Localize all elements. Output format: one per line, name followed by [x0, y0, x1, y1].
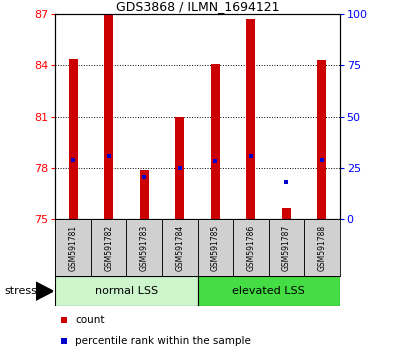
Bar: [140, 170, 149, 219]
Bar: [246, 19, 255, 219]
Text: GSM591785: GSM591785: [211, 225, 220, 271]
Bar: [269, 219, 304, 276]
Text: normal LSS: normal LSS: [95, 286, 158, 296]
Text: GSM591781: GSM591781: [69, 225, 77, 271]
Text: GSM591787: GSM591787: [282, 225, 291, 271]
Title: GDS3868 / ILMN_1694121: GDS3868 / ILMN_1694121: [116, 0, 279, 13]
Bar: [175, 117, 184, 219]
Bar: [198, 219, 233, 276]
Text: GSM591786: GSM591786: [246, 225, 255, 271]
Text: GSM591783: GSM591783: [140, 225, 149, 271]
Polygon shape: [36, 282, 53, 300]
Bar: [162, 219, 198, 276]
Bar: [198, 276, 340, 306]
Text: percentile rank within the sample: percentile rank within the sample: [75, 336, 251, 346]
Bar: [104, 14, 113, 219]
Text: GSM591784: GSM591784: [175, 225, 184, 271]
Bar: [91, 219, 126, 276]
Bar: [282, 207, 291, 219]
Bar: [69, 59, 77, 219]
Bar: [233, 219, 269, 276]
Bar: [55, 276, 198, 306]
Bar: [126, 219, 162, 276]
Text: stress: stress: [4, 286, 37, 296]
Bar: [318, 61, 326, 219]
Bar: [211, 64, 220, 219]
Bar: [55, 219, 91, 276]
Text: GSM591788: GSM591788: [318, 225, 326, 271]
Text: count: count: [75, 315, 105, 325]
Text: elevated LSS: elevated LSS: [232, 286, 305, 296]
Bar: [304, 219, 340, 276]
Text: GSM591782: GSM591782: [104, 225, 113, 271]
